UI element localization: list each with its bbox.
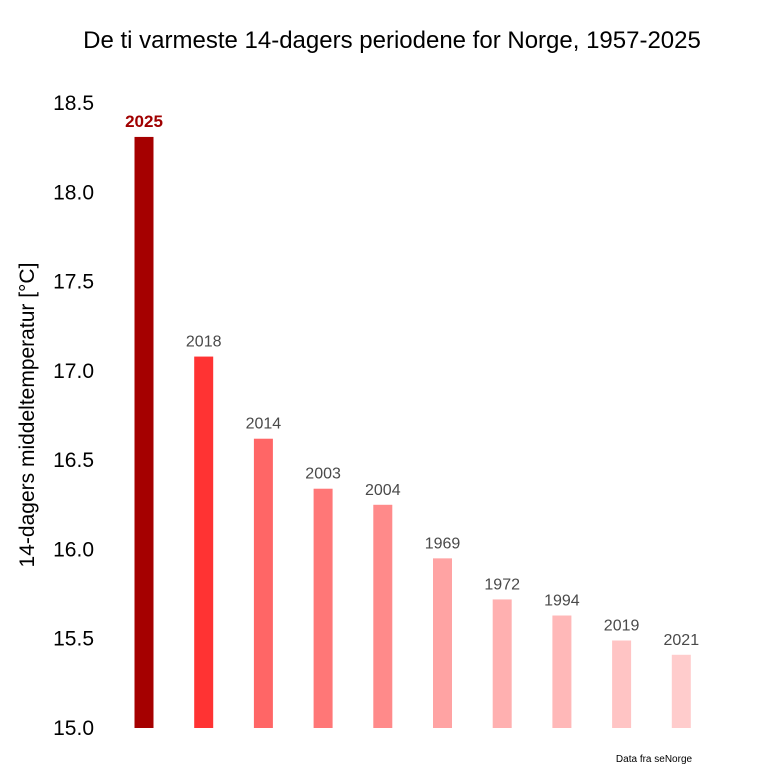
- bar-label-2003: 2003: [305, 466, 341, 483]
- bar-label-2025: 2025: [125, 112, 163, 131]
- bars-group: [134, 136, 691, 728]
- bar-2003: [313, 488, 333, 728]
- bar-1969: [433, 558, 452, 728]
- y-tick-label: 16.5: [53, 449, 94, 472]
- bar-1972: [492, 599, 512, 728]
- bar-label-2021: 2021: [664, 632, 700, 649]
- y-tick-label: 18.0: [53, 181, 94, 204]
- bar-label-1969: 1969: [425, 535, 461, 552]
- bar-2014: [253, 438, 273, 728]
- y-tick-label: 17.5: [53, 271, 94, 294]
- y-tick-label: 15.0: [53, 717, 94, 740]
- bar-label-2019: 2019: [604, 618, 640, 635]
- bar-2021: [671, 654, 691, 728]
- bar-label-2018: 2018: [186, 334, 222, 351]
- bar-label-2004: 2004: [365, 482, 401, 499]
- bar-2004: [373, 504, 393, 728]
- y-tick-label: 16.0: [53, 538, 94, 561]
- bar-label-2014: 2014: [246, 416, 282, 433]
- bar-2025: [134, 136, 154, 728]
- source-note: Data fra seNorge: [616, 754, 693, 765]
- y-tick-label: 18.5: [53, 92, 94, 115]
- bar-label-1994: 1994: [544, 593, 580, 610]
- bar-labels-group: 2025 2018 2014 2003 2004 1969 1972 1994 2019 2021: [125, 112, 699, 649]
- bar-label-1972: 1972: [484, 576, 520, 593]
- y-axis-label: 14-dagers middeltemperatur [°C]: [16, 263, 39, 568]
- bar-1994: [552, 615, 572, 728]
- y-axis: 15.0 15.5 16.0 16.5 17.0 17.5 18.0 18.5: [53, 92, 94, 740]
- chart-title: De ti varmeste 14-dagers periodene for N…: [83, 27, 701, 54]
- y-tick-label: 17.0: [53, 360, 94, 383]
- bar-2019: [612, 640, 632, 728]
- bar-2018: [194, 356, 214, 728]
- y-tick-label: 15.5: [53, 628, 94, 651]
